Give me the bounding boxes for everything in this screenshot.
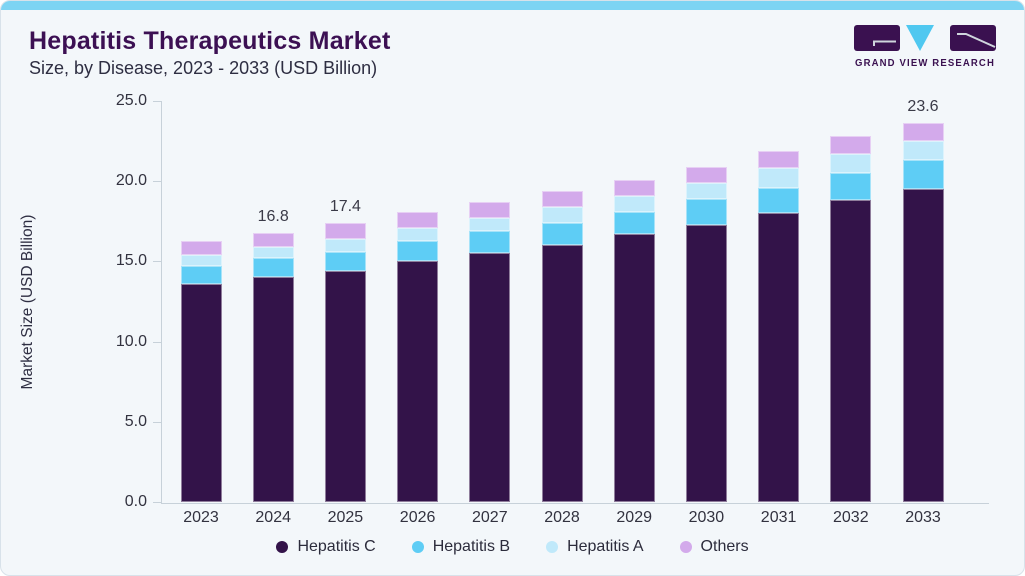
bar-2030-others-segment [685, 166, 727, 183]
x-tick-label-2032: 2032 [833, 509, 869, 526]
y-tick-mark [153, 261, 161, 263]
y-tick-label: 10.0 [115, 332, 147, 350]
bar-2029-hepatitis-a-segment [613, 195, 655, 212]
bar-2026-others-segment [397, 211, 439, 228]
legend-dot-hepatitis-c-icon [276, 541, 289, 553]
bar-2032-hepatitis-c-segment [830, 200, 872, 502]
y-tick-label: 20.0 [115, 172, 147, 190]
page-title: Hepatitis Therapeutics Market [29, 27, 391, 55]
legend-item-hepatitis-a: Hepatitis A [546, 538, 644, 556]
gvr-logo: GRAND VIEW RESEARCH [854, 25, 996, 69]
legend-item-others: Others [679, 538, 749, 556]
bar-2028-hepatitis-c-segment [541, 245, 583, 502]
y-tick-label: 5.0 [124, 412, 147, 430]
bar-2024-hepatitis-b-segment [252, 258, 294, 278]
bar-2028-hepatitis-b-segment [541, 222, 583, 246]
bar-2033-others-segment [902, 123, 944, 142]
legend-dot-hepatitis-b-icon [411, 541, 424, 553]
bar-2027-hepatitis-a-segment [469, 218, 511, 231]
x-tick-label-2029: 2029 [616, 509, 652, 526]
legend-dot-hepatitis-a-icon [546, 541, 559, 553]
bar-2025-hepatitis-a-segment [324, 238, 366, 252]
bar-2029-others-segment [613, 179, 655, 196]
x-tick-label-2030: 2030 [688, 509, 725, 526]
bar-2032-others-segment [830, 136, 872, 154]
bar-value-label-2024: 16.8 [257, 207, 289, 225]
bar-2030-hepatitis-a-segment [685, 182, 727, 199]
x-tick-label-2026: 2026 [399, 509, 436, 526]
x-axis-line [161, 503, 989, 504]
x-tick-label-2031: 2031 [760, 509, 797, 526]
y-tick-mark [153, 341, 161, 343]
bar-2023-others-segment [180, 240, 222, 255]
bar-value-label-2033: 23.6 [907, 98, 939, 116]
bar-2026-hepatitis-c-segment [397, 261, 439, 502]
bar-2024-hepatitis-c-segment [252, 277, 294, 502]
bar-2031-hepatitis-b-segment [758, 187, 800, 214]
y-tick-mark [153, 181, 161, 183]
x-tick-label-2023: 2023 [183, 509, 219, 526]
bar-2025-hepatitis-b-segment [324, 251, 366, 271]
bar-2028-others-segment [541, 190, 583, 207]
x-tick-label-2033: 2033 [905, 509, 941, 526]
y-axis-line [161, 101, 162, 503]
bar-2028-hepatitis-a-segment [541, 206, 583, 223]
bar-2030-hepatitis-b-segment [685, 198, 727, 225]
bar-2032-hepatitis-a-segment [830, 153, 872, 174]
bar-2031-hepatitis-a-segment [758, 168, 800, 188]
y-tick-label: 25.0 [115, 92, 147, 109]
legend-label: Hepatitis C [297, 538, 376, 555]
bar-2025-hepatitis-c-segment [324, 271, 366, 502]
bar-2023-hepatitis-b-segment [180, 266, 222, 284]
gvr-logo-text: GRAND VIEW RESEARCH [855, 58, 995, 69]
bar-2024-others-segment [252, 232, 294, 247]
bar-2030-hepatitis-c-segment [685, 224, 727, 502]
legend-item-hepatitis-c: Hepatitis C [276, 538, 376, 556]
bar-2029-hepatitis-c-segment [613, 234, 655, 502]
bar-2023-hepatitis-a-segment [180, 254, 222, 267]
x-tick-label-2028: 2028 [544, 509, 580, 526]
y-tick-mark [153, 101, 161, 102]
bar-2024-hepatitis-a-segment [252, 246, 294, 259]
page-subtitle: Size, by Disease, 2023 - 2033 (USD Billi… [29, 58, 378, 78]
bar-2027-others-segment [469, 202, 511, 219]
bar-value-label-2025: 17.4 [329, 197, 361, 215]
y-tick-mark [153, 421, 161, 423]
bar-2029-hepatitis-b-segment [613, 211, 655, 235]
chart-legend: Hepatitis C Hepatitis B Hepatitis A Others [1, 538, 1024, 556]
bar-2031-hepatitis-c-segment [758, 213, 800, 502]
bar-2032-hepatitis-b-segment [830, 173, 872, 201]
legend-dot-others-icon [679, 541, 692, 553]
bar-2026-hepatitis-b-segment [397, 240, 439, 262]
y-tick-mark [153, 502, 161, 503]
bar-2027-hepatitis-c-segment [469, 253, 511, 502]
x-tick-label-2027: 2027 [472, 509, 508, 526]
legend-label: Hepatitis A [567, 538, 644, 555]
y-axis-title: Market Size (USD Billion) [19, 214, 36, 390]
y-tick-label: 0.0 [124, 493, 147, 510]
bar-2027-hepatitis-b-segment [469, 230, 511, 254]
legend-label: Others [700, 538, 749, 555]
bar-2033-hepatitis-a-segment [902, 141, 944, 161]
x-tick-label-2025: 2025 [327, 509, 364, 526]
legend-item-hepatitis-b: Hepatitis B [411, 538, 511, 556]
top-accent-strip [1, 1, 1024, 10]
bar-2033-hepatitis-c-segment [902, 189, 944, 502]
y-tick-label: 15.0 [115, 252, 147, 270]
bar-2033-hepatitis-b-segment [902, 160, 944, 190]
bar-2025-others-segment [324, 222, 366, 239]
bar-2026-hepatitis-a-segment [397, 227, 439, 241]
x-tick-label-2024: 2024 [255, 509, 291, 526]
bar-2031-others-segment [758, 150, 800, 169]
bar-2023-hepatitis-c-segment [180, 283, 222, 502]
legend-label: Hepatitis B [432, 538, 511, 555]
gvr-logo-icon [854, 25, 996, 51]
